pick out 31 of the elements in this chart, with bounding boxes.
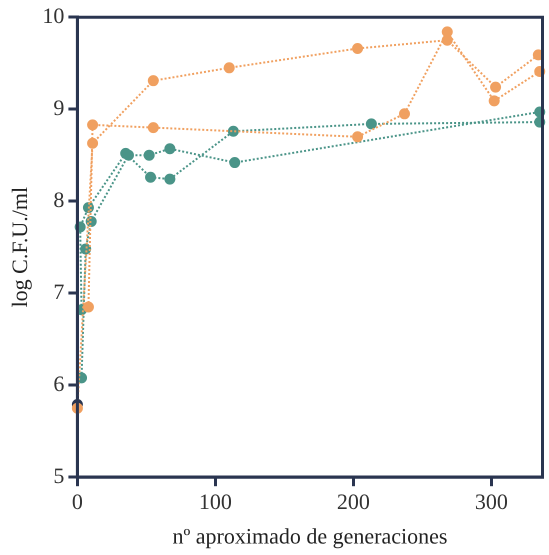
point [229,157,240,168]
point [164,143,176,154]
y-axis-title: log C.F.U./ml [6,186,32,308]
y-tick-label: 7 [53,278,64,304]
y-tick-label: 10 [42,2,64,28]
point [164,174,176,185]
point [352,42,364,54]
point [488,95,500,106]
x-tick-label: 100 [198,489,232,514]
point [366,118,377,130]
point [82,302,94,312]
y-tick-label: 8 [53,186,64,212]
point [352,131,364,142]
point [144,150,155,161]
x-tick-label: 0 [72,489,83,514]
point [87,138,98,149]
point [87,119,98,130]
point [145,172,156,183]
x-tick-label: 200 [336,489,370,514]
y-tick-label: 5 [53,462,64,488]
point [148,75,159,86]
x-axis-title: nº aproximado de generaciones [172,524,448,549]
point [398,108,410,120]
point [442,34,453,46]
point [224,62,235,74]
y-tick-label: 9 [53,94,64,120]
x-tick-label: 300 [474,489,508,514]
y-tick-label: 6 [53,370,64,396]
point [148,122,159,134]
point [120,148,132,159]
point [490,82,502,93]
